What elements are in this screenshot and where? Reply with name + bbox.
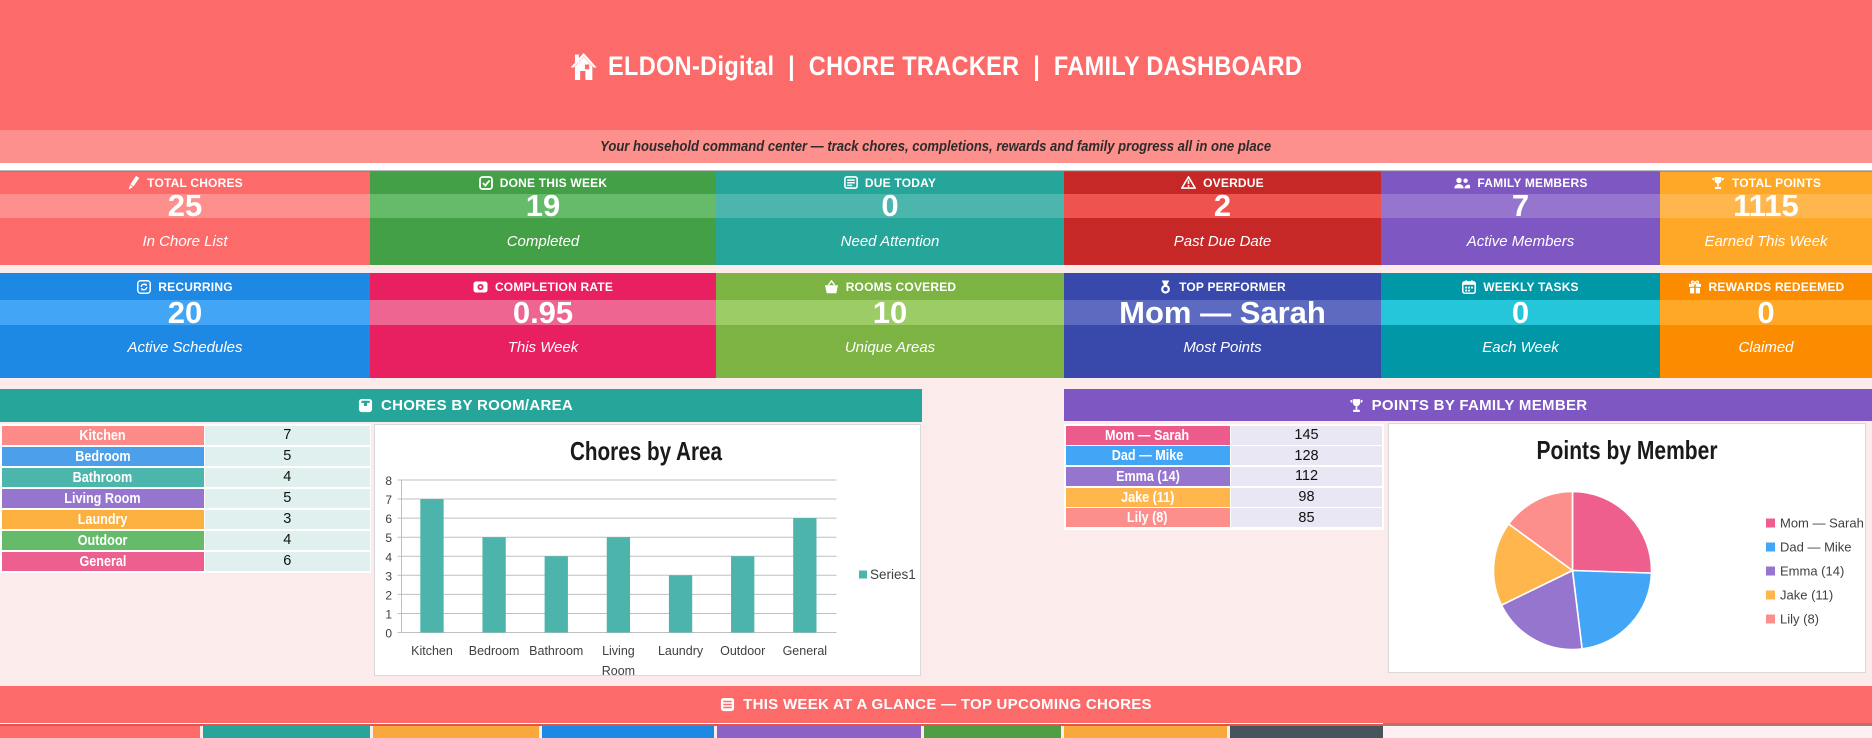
svg-text:Jake (11): Jake (11) (1780, 588, 1833, 603)
svg-text:Room: Room (602, 664, 635, 676)
svg-text:Points by Member: Points by Member (1537, 435, 1718, 465)
svg-text:Kitchen: Kitchen (411, 644, 453, 658)
svg-text:Living: Living (602, 644, 635, 658)
svg-text:Series1: Series1 (870, 567, 916, 582)
svg-text:Laundry: Laundry (658, 644, 704, 658)
svg-text:4: 4 (385, 550, 392, 564)
svg-text:5: 5 (385, 531, 392, 545)
svg-text:Chores by Area: Chores by Area (570, 436, 722, 466)
svg-text:Dad — Mike: Dad — Mike (1780, 540, 1852, 555)
svg-text:Mom — Sarah: Mom — Sarah (1780, 516, 1864, 531)
svg-text:8: 8 (385, 474, 392, 488)
svg-text:Bedroom: Bedroom (469, 644, 520, 658)
svg-text:1: 1 (385, 607, 392, 621)
svg-text:2: 2 (385, 588, 392, 602)
svg-text:6: 6 (385, 512, 392, 526)
svg-text:Bathroom: Bathroom (529, 644, 583, 658)
svg-text:General: General (783, 644, 827, 658)
svg-text:3: 3 (385, 569, 392, 583)
svg-text:Lily (8): Lily (8) (1780, 612, 1819, 627)
svg-text:7: 7 (385, 493, 392, 507)
svg-text:Outdoor: Outdoor (720, 644, 765, 658)
svg-text:0: 0 (385, 627, 392, 641)
svg-text:Emma (14): Emma (14) (1780, 564, 1844, 579)
